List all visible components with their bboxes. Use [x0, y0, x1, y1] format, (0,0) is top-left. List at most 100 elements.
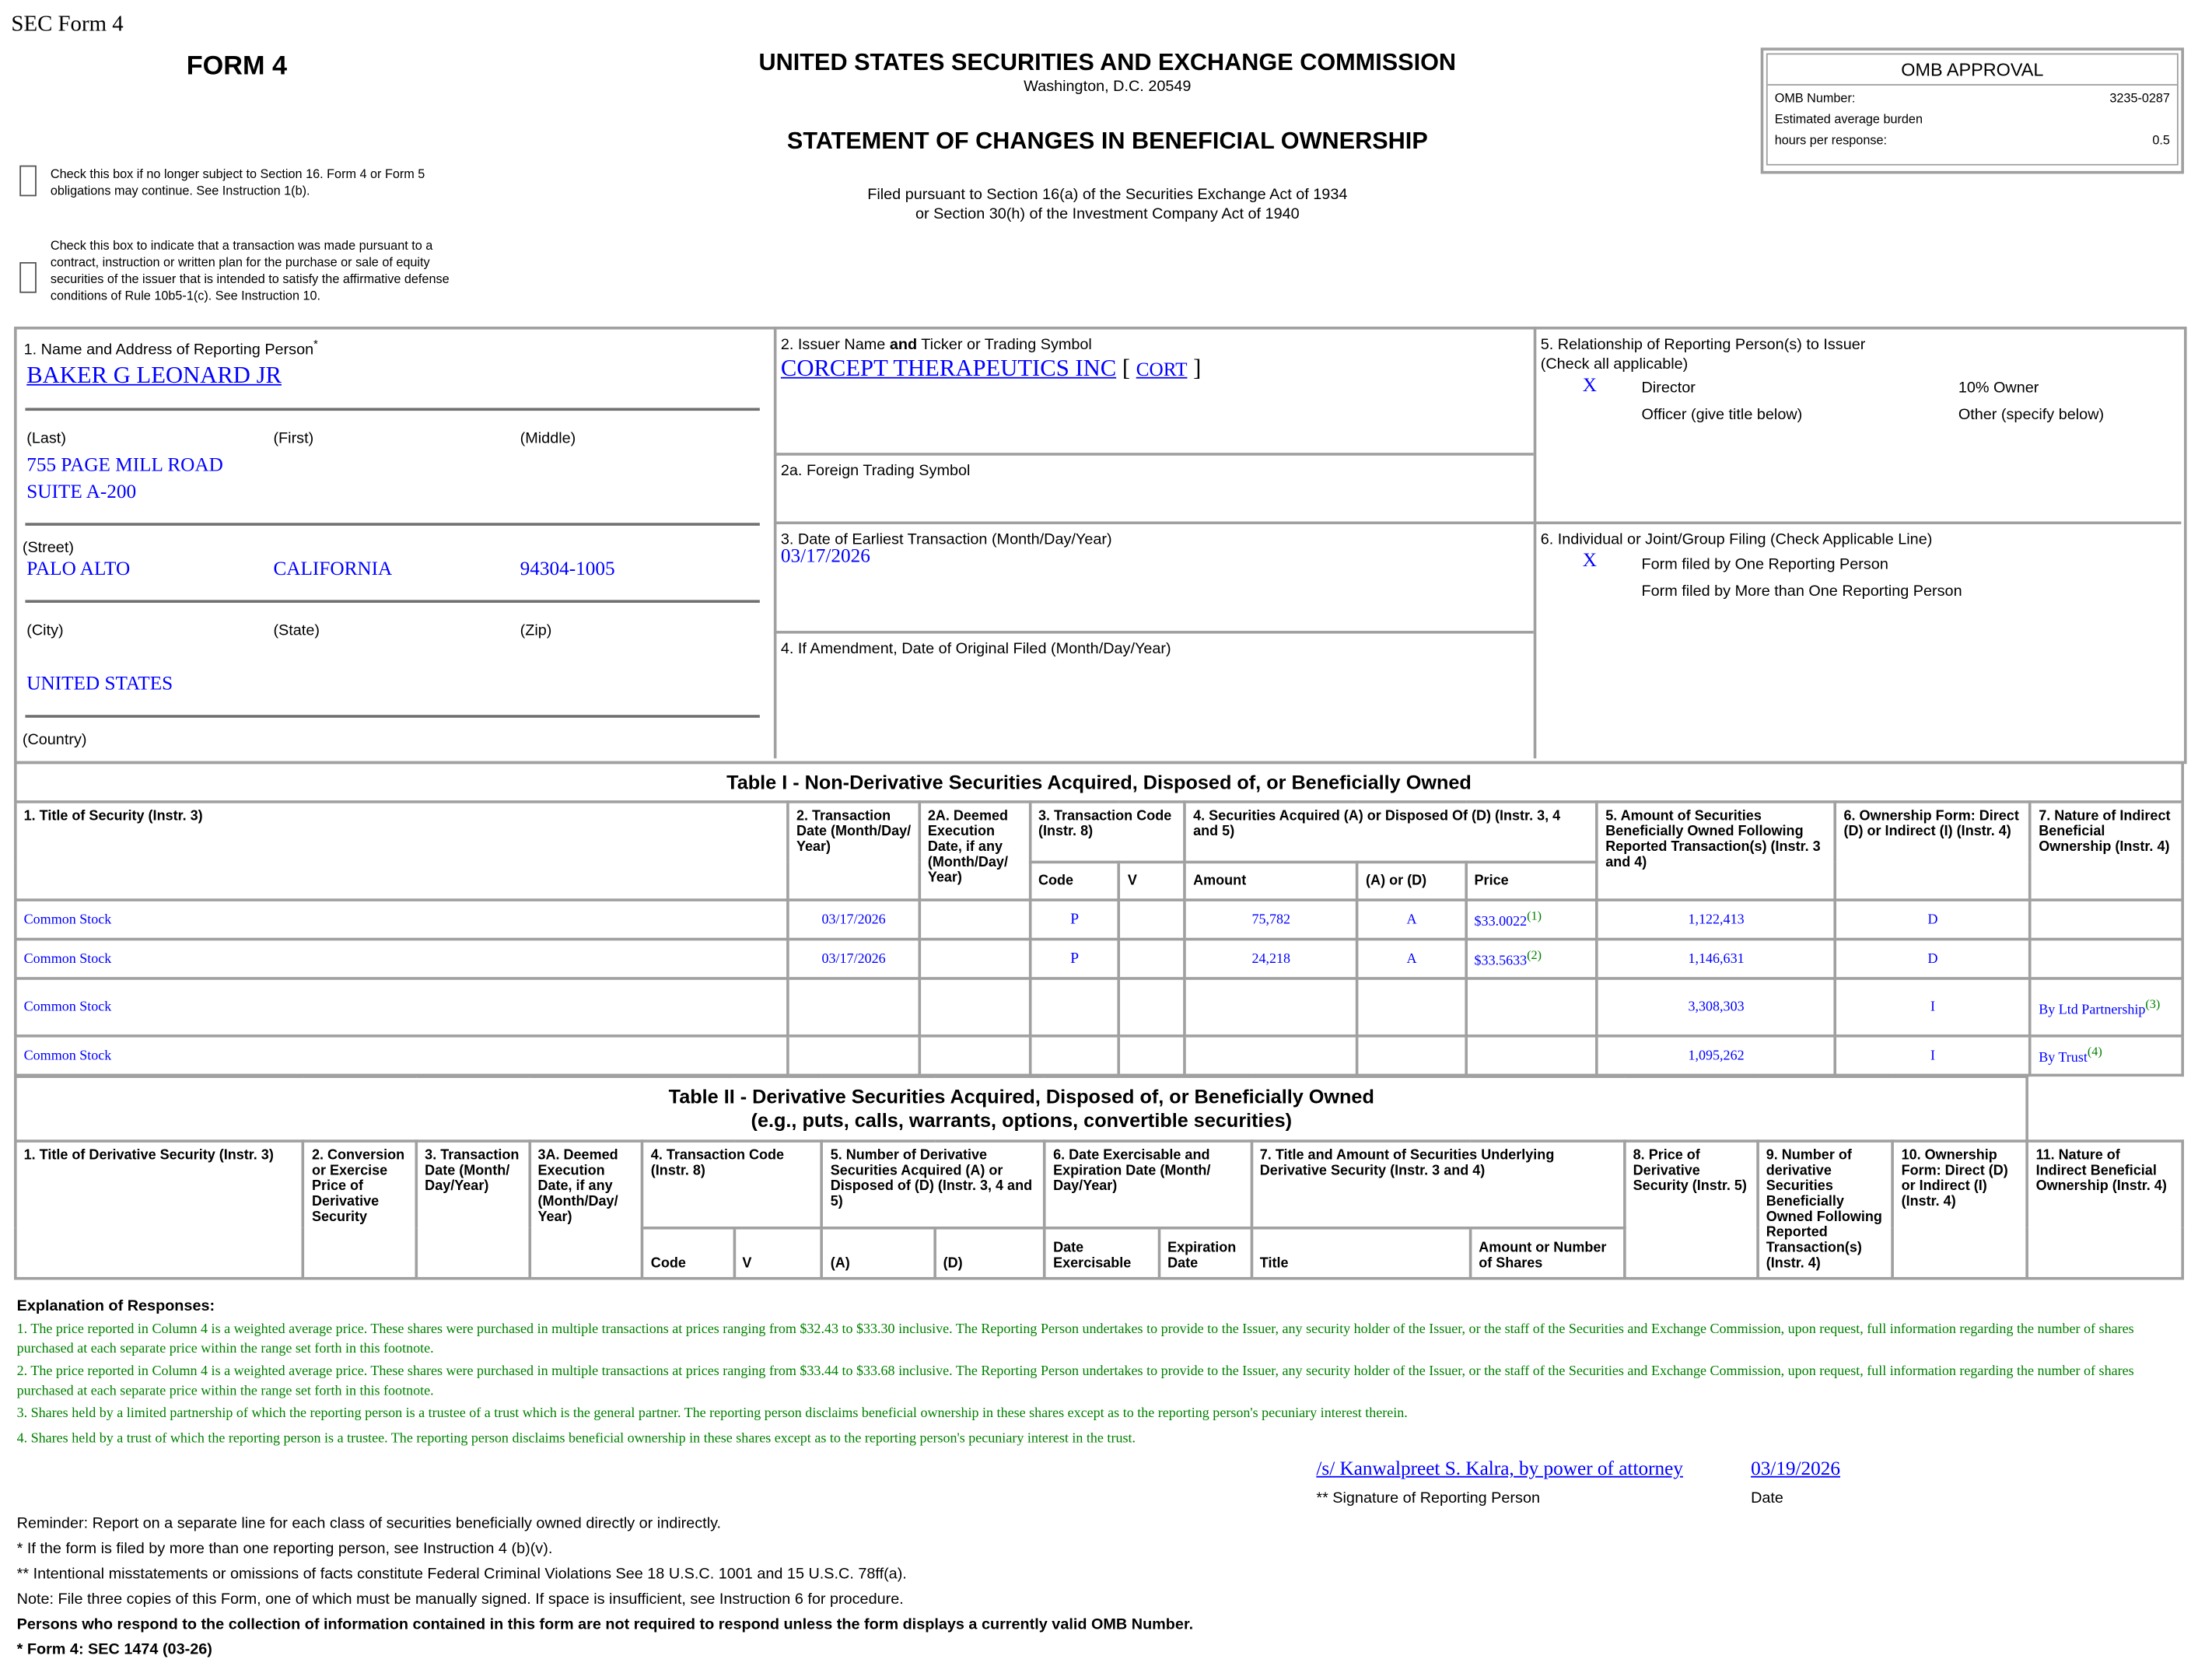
cell-owned-text: 1,095,262 — [1688, 1048, 1745, 1064]
t1-col-deemed: 2A. Deemed Execution Date, if any (Month… — [918, 800, 1031, 901]
rule10b5-text: Check this box to indicate that a transa… — [50, 238, 450, 303]
filing-label: 6. Individual or Joint/Group Filing (Che… — [1540, 531, 1933, 548]
cell-form-text: I — [1930, 999, 1936, 1015]
t2-sub-code: Code — [641, 1227, 736, 1280]
country-label: (Country) — [22, 731, 87, 749]
t1-sub-price: Price — [1464, 860, 1599, 901]
street-label: (Street) — [22, 539, 74, 557]
issuer-name-link[interactable]: CORCEPT THERAPEUTICS INC — [780, 354, 1117, 382]
more-persons-label: Form filed by More than One Reporting Pe… — [1641, 583, 1962, 600]
cell-owned-text: 3,308,303 — [1688, 999, 1745, 1015]
cell-date — [786, 1034, 921, 1077]
omb-hours-label: hours per response: — [1774, 133, 1887, 148]
cell-title: Common Stock — [14, 898, 789, 941]
cell-nature-text: By Ltd Partnership — [2039, 1002, 2146, 1018]
table-row: Common Stock 3,308,303 I By Ltd Partnership… — [14, 977, 2184, 1038]
street-1: 755 PAGE MILL ROAD — [26, 455, 223, 477]
cell-form: D — [1833, 937, 2032, 980]
t2-col-nature: 11. Nature of Indirect Beneficial Owners… — [2025, 1139, 2184, 1280]
cell-owned-text: 1,146,631 — [1688, 950, 1745, 967]
cell-code — [1028, 977, 1121, 1038]
cell-date — [786, 977, 921, 1038]
cell-deemed — [918, 977, 1031, 1038]
cell-title-text: Common Stock — [23, 999, 112, 1015]
officer-label: Officer (give title below) — [1641, 406, 1803, 424]
cell-aord: A — [1356, 898, 1468, 941]
t1-col-nature: 7. Nature of Indirect Beneficial Ownersh… — [2028, 800, 2184, 901]
cell-v — [1118, 1034, 1187, 1077]
filed-pursuant-1: Filed pursuant to Section 16(a) of the S… — [867, 186, 1348, 204]
section16-checkbox[interactable] — [19, 165, 37, 197]
cell-nature-text: By Trust — [2039, 1051, 2088, 1066]
country: UNITED STATES — [26, 674, 173, 695]
table-2-title: Table II - Derivative Securities Acquire… — [14, 1075, 2029, 1143]
divider — [773, 521, 2182, 525]
t1-sub-code: Code — [1028, 860, 1121, 901]
t1-col-title: 1. Title of Security (Instr. 3) — [14, 800, 789, 901]
agency-location: Washington, D.C. 20549 — [1024, 78, 1192, 96]
cell-form-text: D — [1927, 912, 1938, 928]
cell-owned: 3,308,303 — [1595, 977, 1837, 1038]
signature-label: ** Signature of Reporting Person — [1316, 1489, 1541, 1507]
cell-form-text: D — [1927, 950, 1938, 967]
issuer-label: 2. Issuer Name and Ticker or Trading Sym… — [780, 336, 1092, 354]
cell-v — [1118, 937, 1187, 980]
t1-col-acquired: 4. Securities Acquired (A) or Disposed O… — [1183, 800, 1599, 864]
other-label: Other (specify below) — [1958, 406, 2105, 424]
middle-label: (Middle) — [520, 430, 576, 447]
t2-col-deemed: 3A. Deemed Execution Date, if any (Month… — [527, 1139, 644, 1280]
first-label: (First) — [273, 430, 314, 447]
ticker-link[interactable]: CORT — [1136, 360, 1188, 382]
cell-code-text: P — [1070, 911, 1080, 929]
relationship-sub: (Check all applicable) — [1540, 355, 1689, 373]
footnote-ref: (1) — [1527, 908, 1542, 923]
street-2: SUITE A-200 — [26, 481, 137, 504]
cell-code: P — [1028, 937, 1121, 980]
table-1: Table I - Non-Derivative Securities Acqu… — [14, 761, 2184, 1077]
t1-col-form: 6. Ownership Form: Direct (D) or Indirec… — [1833, 800, 2032, 901]
zip-label: (Zip) — [520, 622, 552, 639]
agency-title: UNITED STATES SECURITIES AND EXCHANGE CO… — [758, 49, 1457, 76]
t2-sub-amount: Amount or Number of Shares — [1468, 1227, 1626, 1280]
t1-col-code: 3. Transaction Code (Instr. 8) — [1028, 800, 1187, 864]
cell-aord-text: A — [1406, 912, 1417, 928]
cell-nature: By Trust(4) — [2028, 1034, 2184, 1077]
cell-date-text: 03/17/2026 — [821, 950, 886, 967]
cell-price — [1464, 1034, 1599, 1077]
director-mark[interactable]: X — [1582, 376, 1598, 397]
reminder: Reminder: Report on a separate line for … — [16, 1515, 722, 1532]
footnote-4: 4. Shares held by a trust of which the r… — [16, 1430, 1136, 1447]
divider — [25, 715, 760, 718]
reporting-person-name[interactable]: BAKER G LEONARD JR — [26, 361, 282, 389]
rule10b5-checkbox[interactable] — [19, 262, 37, 293]
t2-col-number: 5. Number of Derivative Securities Acqui… — [821, 1139, 1047, 1230]
footnote-ref: (2) — [1527, 947, 1542, 962]
omb-number-label: OMB Number: — [1774, 91, 1856, 106]
footer-note-2: ** Intentional misstatements or omission… — [16, 1566, 907, 1583]
cell-code-text: P — [1070, 950, 1080, 968]
one-person-mark[interactable]: X — [1582, 551, 1598, 572]
cell-deemed — [918, 1034, 1031, 1077]
state-label: (State) — [273, 622, 320, 639]
signature-date[interactable]: 03/19/2026 — [1751, 1459, 1841, 1481]
city: PALO ALTO — [26, 559, 131, 581]
cell-form: I — [1833, 1034, 2032, 1077]
zip: 94304-1005 — [520, 559, 615, 581]
omb-number: 3235-0287 — [2109, 91, 2170, 106]
cell-owned: 1,146,631 — [1595, 937, 1837, 980]
state: CALIFORNIA — [273, 559, 393, 581]
cell-date: 03/17/2026 — [786, 937, 921, 980]
issuer-section — [773, 326, 1537, 759]
t1-col-date: 2. Transaction Date (Month/Day/ Year) — [786, 800, 921, 901]
cell-aord — [1356, 1034, 1468, 1077]
footer-note-3: Note: File three copies of this Form, on… — [16, 1591, 904, 1608]
table-row: Common Stock 03/17/2026 P 75,782 A $33.0022(1… — [14, 898, 2184, 941]
cell-price: $33.0022(1) — [1464, 898, 1599, 941]
footer-form-id: * Form 4: SEC 1474 (03-26) — [16, 1641, 212, 1659]
footnote-ref: (3) — [2145, 996, 2161, 1011]
t1-sub-aord: (A) or (D) — [1356, 860, 1468, 901]
sec-form-label: SEC Form 4 — [11, 12, 124, 37]
signature[interactable]: /s/ Kanwalpreet S. Kalra, by power of at… — [1316, 1459, 1683, 1481]
cell-aord-text: A — [1406, 950, 1417, 967]
cell-aord — [1356, 977, 1468, 1038]
